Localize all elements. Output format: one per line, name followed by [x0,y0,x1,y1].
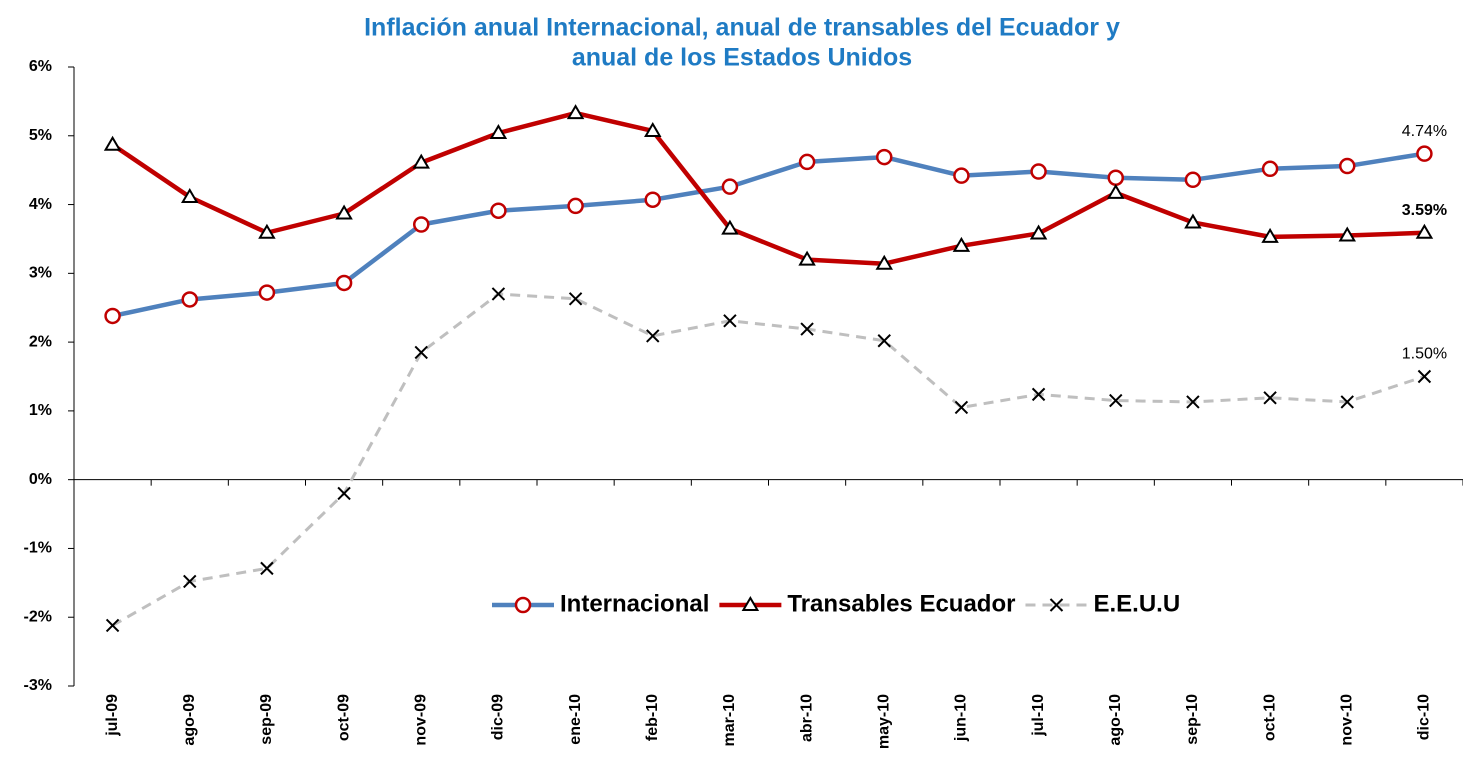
value-label: 1.50% [1402,346,1447,363]
point [335,204,353,220]
point [875,254,893,270]
x-tick-label: dic-10 [1416,694,1433,740]
point [337,486,351,501]
y-tick-label: 6% [29,58,52,75]
point [1029,224,1048,240]
y-tick-label: 1% [29,402,52,419]
point [258,223,276,239]
point [490,202,507,219]
point [1339,157,1356,175]
point [1184,213,1202,229]
point [1107,169,1124,186]
point [1030,163,1047,180]
point [1415,223,1434,239]
point [646,329,660,343]
point [105,618,120,633]
legend-label: E.E.U.U [1093,590,1180,617]
y-tick-label: -3% [24,677,52,694]
point [566,104,585,120]
y-tick-label: 0% [29,471,52,488]
point [335,274,353,292]
x-tick-label: abr-10 [798,694,815,742]
point [103,135,122,151]
point [1031,387,1046,402]
point [1416,145,1433,162]
point [1109,393,1123,408]
x-tick-label: oct-10 [1261,694,1278,741]
point [489,124,508,140]
point [258,284,276,301]
point [1261,227,1279,243]
x-tick-label: mar-10 [721,694,738,747]
value-label: 4.74% [1402,123,1447,140]
point [1107,183,1125,199]
y-tick-label: 4% [29,196,52,213]
point [798,153,816,171]
series-line [111,292,1425,627]
point [954,400,969,415]
point [1338,226,1356,242]
x-tick-label: ago-09 [181,694,198,746]
point [412,153,430,169]
point [1263,391,1277,405]
point [1340,395,1354,409]
y-tick-label: 3% [29,265,52,282]
point [953,167,970,184]
chart-title: Inflación anual Internacional, anual de … [364,14,1120,42]
x-tick-label: feb-10 [644,694,661,741]
point [413,216,430,233]
y-tick-label: -1% [24,540,52,557]
x-tick-label: dic-09 [490,694,507,740]
point [1417,369,1432,384]
point [1186,395,1200,409]
x-tick-label: ene-10 [567,694,584,745]
y-tick-label: -2% [24,608,52,625]
point [1184,171,1202,189]
point [181,188,199,203]
chart-title: anual de los Estados Unidos [572,44,912,72]
point [741,596,760,611]
point [104,307,121,325]
series-line [112,151,1425,319]
point [721,219,739,235]
point [723,314,737,328]
point [644,121,662,137]
x-tick-label: ago-10 [1107,694,1124,746]
x-tick-label: nov-09 [412,694,429,746]
point [644,191,661,208]
x-tick-label: oct-09 [335,694,352,741]
y-tick-label: 2% [29,333,52,350]
point [491,287,506,301]
point [568,292,583,306]
x-tick-label: jun-10 [953,694,970,742]
x-tick-label: sep-10 [1184,694,1201,745]
point [183,574,197,589]
x-tick-label: sep-09 [258,694,275,745]
point [414,345,428,360]
point [260,561,274,576]
point [1049,598,1064,612]
legend-label: Transables Ecuador [787,590,1015,617]
point [952,236,971,252]
point [877,334,891,348]
series-line [111,110,1425,266]
legend-label: Internacional [560,590,709,617]
point [567,197,584,215]
y-tick-label: 5% [29,127,52,144]
value-label: 3.59% [1402,202,1447,219]
x-tick-label: nov-10 [1338,694,1355,746]
point [721,178,739,195]
point [800,322,814,336]
x-tick-label: jul-09 [104,694,121,737]
x-tick-label: may-10 [875,694,892,749]
point [876,148,893,166]
point [514,596,532,614]
point [181,291,198,308]
point [1261,160,1279,178]
point [798,250,816,266]
x-tick-label: jul-10 [1030,694,1047,737]
